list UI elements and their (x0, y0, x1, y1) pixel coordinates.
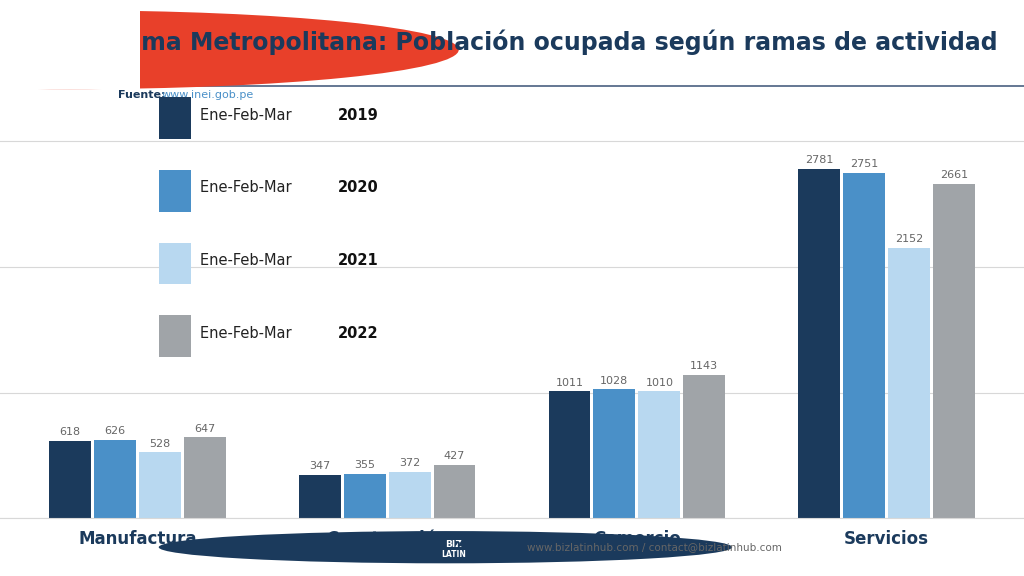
Bar (49, 441, 91, 518)
Text: Lima Metropolitana: Población ocupada según ramas de actividad: Lima Metropolitana: Población ocupada se… (118, 29, 997, 55)
Text: www.inei.gob.pe: www.inei.gob.pe (162, 90, 254, 100)
Text: 355: 355 (354, 460, 375, 470)
Text: HUB: HUB (456, 542, 479, 552)
Text: Ene-Feb-Mar: Ene-Feb-Mar (200, 253, 296, 268)
Text: 2020: 2020 (338, 180, 379, 195)
Text: 2781: 2781 (805, 156, 834, 165)
Text: 528: 528 (150, 438, 170, 449)
Text: Fuente:: Fuente: (118, 90, 165, 100)
Bar (549, 391, 591, 518)
FancyBboxPatch shape (159, 242, 191, 284)
FancyBboxPatch shape (0, 10, 139, 89)
Bar (933, 184, 975, 518)
Bar (299, 475, 341, 518)
Circle shape (0, 10, 459, 89)
Text: 626: 626 (104, 426, 126, 436)
Bar (638, 392, 680, 518)
Text: BIZ: BIZ (445, 540, 462, 549)
Text: Ene-Feb-Mar: Ene-Feb-Mar (200, 108, 296, 123)
Bar (344, 474, 386, 518)
Text: Ene-Feb-Mar: Ene-Feb-Mar (200, 180, 296, 195)
Circle shape (159, 531, 732, 563)
Bar (389, 472, 430, 518)
Text: www.bizlatinhub.com / contact@bizlatinhub.com: www.bizlatinhub.com / contact@bizlatinhu… (527, 542, 782, 552)
Text: 1010: 1010 (645, 378, 674, 388)
Text: 372: 372 (399, 458, 420, 468)
Text: 2661: 2661 (940, 170, 968, 180)
Bar (433, 465, 475, 518)
Bar (139, 452, 181, 518)
Text: 1143: 1143 (690, 361, 719, 372)
Text: 1011: 1011 (555, 378, 584, 388)
Bar (843, 173, 885, 518)
Bar (799, 169, 840, 518)
Text: 2751: 2751 (850, 159, 879, 169)
Bar (594, 389, 635, 518)
Text: LATIN: LATIN (441, 550, 466, 559)
Text: 1028: 1028 (600, 376, 629, 386)
FancyBboxPatch shape (159, 97, 191, 139)
Text: 2021: 2021 (338, 253, 379, 268)
Text: 2022: 2022 (338, 325, 379, 340)
Text: 2152: 2152 (895, 234, 924, 244)
FancyBboxPatch shape (159, 170, 191, 211)
Text: Ene-Feb-Mar: Ene-Feb-Mar (200, 325, 296, 340)
Text: 427: 427 (443, 451, 465, 461)
Text: 2019: 2019 (338, 108, 379, 123)
Text: 647: 647 (195, 423, 215, 434)
Text: 618: 618 (59, 427, 81, 437)
Text: 347: 347 (309, 461, 331, 471)
Bar (94, 439, 136, 518)
Bar (683, 375, 725, 518)
Bar (184, 437, 225, 518)
FancyBboxPatch shape (159, 315, 191, 357)
Bar (888, 248, 930, 518)
